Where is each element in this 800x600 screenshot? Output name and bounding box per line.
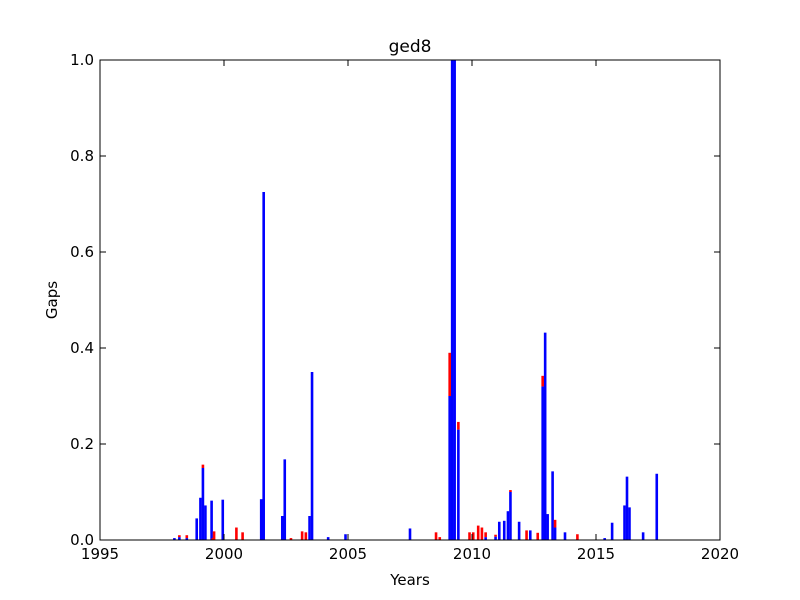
bar-s0-6 (204, 505, 207, 540)
bar-s0-26 (506, 511, 510, 540)
bar-s1-1 (185, 535, 189, 539)
bar-s1-4 (212, 531, 216, 540)
bar-s0-31 (543, 332, 547, 540)
y-tick-label: 0.8 (70, 147, 94, 165)
bar-s0-15 (326, 537, 330, 540)
bar-s0-17 (408, 528, 412, 540)
bar-s0-39 (625, 476, 629, 540)
bar-s1-10 (434, 532, 438, 540)
y-tick-label: 0.4 (70, 339, 94, 357)
x-tick-label: 2000 (205, 545, 243, 563)
bar-s0-38 (623, 505, 626, 540)
bar-s1-16 (476, 525, 480, 540)
bar-s0-42 (655, 473, 659, 540)
bar-s0-32 (546, 514, 549, 540)
bar-s0-20 (453, 60, 456, 540)
y-tick-label: 0.2 (70, 435, 94, 453)
bar-s0-4 (199, 497, 202, 540)
bar-s1-7 (289, 538, 293, 540)
bar-s0-34 (553, 527, 557, 540)
x-tick-label: 2005 (329, 545, 367, 563)
bar-s1-6 (241, 532, 244, 540)
x-axis-title: Years (389, 571, 430, 589)
bar-s0-28 (517, 521, 521, 540)
bar-s1-18 (484, 532, 487, 538)
bar-s1-15 (471, 532, 475, 540)
bar-s0-21 (457, 429, 460, 540)
bar-s0-7 (210, 500, 213, 540)
y-axis-title: Gaps (43, 281, 61, 319)
bars-layer (173, 60, 659, 540)
chart-title: ged8 (389, 37, 432, 57)
bar-s1-25 (576, 534, 579, 540)
bar-s0-10 (262, 192, 265, 540)
bar-s0-24 (497, 521, 501, 540)
bar-s0-22 (484, 537, 487, 540)
bar-s0-40 (628, 507, 631, 540)
bar-s0-27 (509, 492, 512, 540)
bar-s0-35 (563, 532, 567, 540)
x-tick-label: 2020 (701, 545, 739, 563)
bar-s1-13 (457, 421, 460, 430)
bar-s1-9 (304, 532, 308, 540)
bar-s0-11 (280, 516, 284, 540)
bar-s0-8 (221, 499, 225, 540)
bar-s0-3 (195, 518, 199, 540)
bar-s1-12 (448, 352, 451, 396)
x-tick-label: 2010 (453, 545, 491, 563)
bar-s1-19 (494, 534, 497, 537)
plot-frame (99, 59, 721, 541)
bar-s0-9 (259, 499, 263, 540)
bar-s0-25 (502, 520, 506, 540)
y-tick-label: 0.6 (70, 243, 94, 261)
bar-s0-1 (178, 537, 181, 540)
bar-s0-29 (528, 530, 532, 540)
x-tick-label: 1995 (81, 545, 119, 563)
bar-s0-13 (308, 516, 311, 540)
bar-s0-19 (450, 60, 454, 540)
bar-s1-5 (235, 527, 238, 540)
bar-s0-41 (641, 532, 645, 540)
bar-s1-23 (541, 375, 544, 387)
bar-s1-20 (509, 490, 512, 492)
bar-s0-37 (610, 522, 614, 540)
bar-s1-0 (178, 535, 181, 538)
x-tick-label: 2015 (577, 545, 615, 563)
bar-s1-8 (300, 531, 304, 540)
bar-s0-18 (448, 396, 451, 540)
bar-s0-33 (551, 471, 554, 540)
bar-s1-14 (468, 532, 471, 540)
bar-s1-2 (201, 464, 205, 468)
bar-s0-5 (201, 468, 205, 540)
bar-s0-2 (185, 538, 189, 540)
bar-s1-17 (480, 527, 484, 540)
bar-s0-12 (283, 459, 287, 540)
bar-s1-24 (553, 519, 557, 528)
bar-s0-0 (173, 538, 176, 540)
bar-s1-21 (525, 530, 528, 540)
bar-s1-22 (536, 532, 540, 540)
bar-s0-30 (541, 386, 544, 540)
bar-s0-14 (310, 372, 314, 540)
bar-s0-23 (494, 536, 497, 540)
y-tick-label: 1.0 (70, 51, 94, 69)
y-tick-label: 0.0 (70, 531, 94, 549)
bar-s0-16 (344, 534, 347, 540)
bar-s1-11 (438, 537, 442, 540)
ticks-layer: 1995 2000 2005 2010 2015 2020 0.0 0.2 0.4 0.6 0.8 1… (70, 51, 739, 563)
bar-s0-36 (603, 538, 606, 540)
